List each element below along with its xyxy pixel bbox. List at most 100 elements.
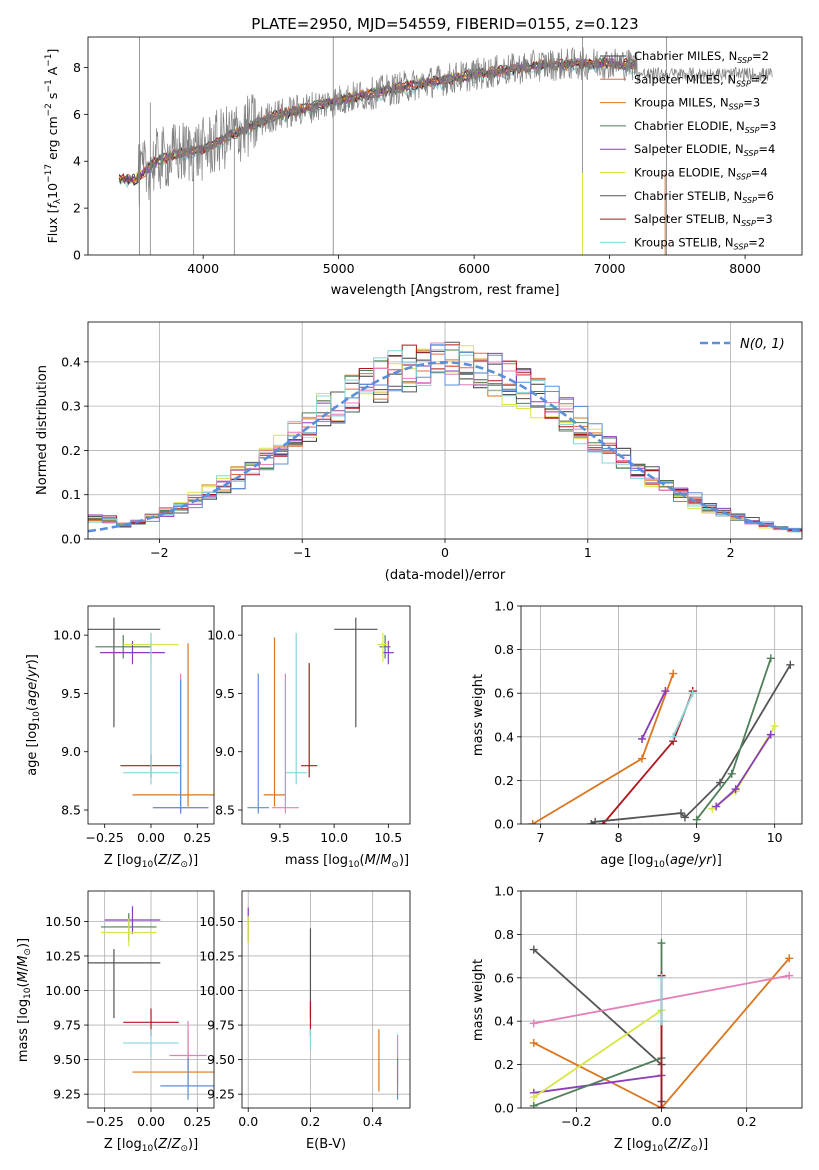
spectrum-x-label: wavelength [Angstrom, rest frame] xyxy=(331,283,560,298)
y-tick-label: 10.0 xyxy=(53,628,81,643)
x-tick-label: 8000 xyxy=(729,261,761,276)
mass-vs-ebv-errorbars xyxy=(247,907,399,1100)
weight-series-line xyxy=(641,690,667,740)
x-tick-label: 0.2 xyxy=(737,1114,757,1129)
age-vs-z-y-label: age [log10(age/yr)] xyxy=(25,654,42,776)
y-tick-label: 0.6 xyxy=(494,686,514,701)
x-tick-label: −0.25 xyxy=(86,1114,124,1129)
y-tick-label: 10.50 xyxy=(199,914,235,929)
y-tick-label: 8.5 xyxy=(215,803,235,818)
x-tick-label: −0.25 xyxy=(86,830,124,845)
weight-point-marker xyxy=(529,1038,538,1047)
weight-point-marker xyxy=(661,687,670,696)
y-tick-label: 10.0 xyxy=(207,628,235,643)
y-tick-label: 9.0 xyxy=(215,744,235,759)
mass-vs-z-y-label: mass [log10(M/M⊙)] xyxy=(16,938,33,1062)
y-tick-label: 1.0 xyxy=(494,884,514,899)
y-tick-label: 6 xyxy=(73,107,81,122)
histogram-step xyxy=(88,344,802,532)
weight-point-marker xyxy=(591,817,600,824)
age-vs-z-axes: −0.25 0.00 0.25 8.5 9.0 9.5 10.0 xyxy=(53,605,215,845)
y-tick-label: 2 xyxy=(73,201,81,216)
weight-series-line xyxy=(533,1074,663,1108)
plot-frame xyxy=(87,36,803,256)
weight-point-marker xyxy=(657,1104,666,1108)
x-tick-label: −1 xyxy=(293,545,311,560)
weight-point-marker xyxy=(677,809,686,818)
weight-point-marker xyxy=(637,754,646,763)
age-vs-z-errorbars xyxy=(88,617,214,814)
y-tick-label: 0.0 xyxy=(494,1101,514,1116)
x-tick-label: 0.00 xyxy=(137,1114,165,1129)
y-tick-label: 0.3 xyxy=(61,399,81,414)
y-tick-label: 0.1 xyxy=(61,487,81,502)
x-tick-label: 0.25 xyxy=(183,830,211,845)
y-tick-label: 8 xyxy=(73,60,81,75)
histogram-series xyxy=(88,341,802,534)
histogram-legend: N(0, 1) xyxy=(700,337,785,352)
x-tick-label: 10.0 xyxy=(320,830,348,845)
x-tick-label: 5000 xyxy=(323,261,355,276)
weight-point-marker xyxy=(785,954,794,963)
weight-point-marker xyxy=(716,778,725,787)
normal-curve xyxy=(88,360,802,533)
plot-frame xyxy=(520,605,803,825)
mass-vs-ebv-grid xyxy=(242,891,410,1108)
y-tick-label: 9.0 xyxy=(61,744,81,759)
weight-vs-age-lines xyxy=(528,654,795,824)
y-tick-label: 9.75 xyxy=(53,1018,81,1033)
mass-vs-ebv-axes: 0.0 0.2 0.4 9.25 9.50 9.75 10.00 10.25 10.50 xyxy=(199,890,411,1129)
legend-entry: Kroupa ELODIE, NSSP=4 xyxy=(634,166,768,182)
weight-point-marker xyxy=(529,1093,538,1102)
x-tick-label: 1 xyxy=(584,545,592,560)
legend-entry: Salpeter STELIB, NSSP=3 xyxy=(634,212,773,228)
mass-vs-z-axes: −0.25 0.00 0.25 9.25 9.50 9.75 10.00 10.25 10.50 xyxy=(45,890,215,1129)
x-tick-label: 0.0 xyxy=(652,1114,672,1129)
mass-vs-z-x-label: Z [log10(Z/Z⊙)] xyxy=(104,1137,198,1154)
x-tick-label: 10.5 xyxy=(374,830,402,845)
legend-entry: Kroupa STELIB, NSSP=2 xyxy=(634,235,765,251)
legend-entry: N(0, 1) xyxy=(740,337,785,352)
weight-point-marker xyxy=(529,1019,538,1028)
y-tick-label: 0.8 xyxy=(494,642,514,657)
weight-point-marker xyxy=(528,820,537,824)
x-tick-label: 0.2 xyxy=(300,1114,320,1129)
y-tick-label: 0.2 xyxy=(61,443,81,458)
legend-entry: Chabrier STELIB, NSSP=6 xyxy=(634,189,774,205)
weight-vs-z-axes: −0.2 0.0 0.2 0.0 0.2 0.4 0.6 0.8 1.0 xyxy=(494,884,803,1129)
legend-entry: Kroupa MILES, NSSP=3 xyxy=(634,96,760,112)
y-tick-label: 0.8 xyxy=(494,927,514,942)
weight-series-line xyxy=(602,690,694,824)
y-tick-label: 9.50 xyxy=(53,1052,81,1067)
y-tick-label: 1.0 xyxy=(494,599,514,614)
histogram-y-label: Normed distribution xyxy=(35,365,50,495)
x-tick-label: 9 xyxy=(693,830,701,845)
weight-series-line xyxy=(533,957,790,1108)
x-tick-label: 0.00 xyxy=(137,830,165,845)
y-tick-label: 9.75 xyxy=(207,1018,235,1033)
plot-frame xyxy=(520,890,803,1109)
y-tick-label: 0.6 xyxy=(494,970,514,985)
weight-point-marker xyxy=(657,939,666,948)
legend-entry: Chabrier ELODIE, NSSP=3 xyxy=(634,119,776,135)
y-tick-label: 0.0 xyxy=(61,532,81,547)
weight-point-marker xyxy=(766,654,775,663)
plot-frame xyxy=(87,321,803,540)
spectrum-axes: 4000 5000 6000 7000 8000 0 2 4 6 8 xyxy=(73,36,803,276)
weight-point-marker xyxy=(680,813,689,822)
x-tick-label: 10 xyxy=(767,830,783,845)
weight-point-marker xyxy=(657,1017,666,1026)
weight-point-marker xyxy=(669,669,678,678)
weight-point-marker xyxy=(786,660,795,669)
plot-frame xyxy=(241,890,411,1109)
y-tick-label: 0.0 xyxy=(494,817,514,832)
y-tick-label: 8.5 xyxy=(61,803,81,818)
weight-vs-z-lines xyxy=(529,939,794,1108)
y-tick-label: 9.25 xyxy=(207,1087,235,1102)
spectrum-lines xyxy=(118,37,773,255)
y-tick-label: 10.00 xyxy=(45,983,81,998)
spectrum-y-label: Flux [fλ10−17 erg cm−2 s−1 A−1] xyxy=(44,49,63,244)
legend-entry: Salpeter ELODIE, NSSP=4 xyxy=(634,142,775,158)
y-tick-label: 0.4 xyxy=(61,354,81,369)
